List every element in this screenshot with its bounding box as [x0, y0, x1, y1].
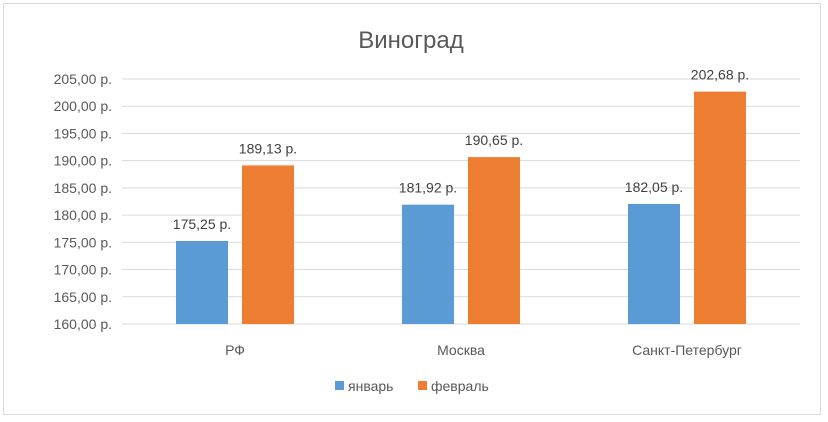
legend-swatch [335, 381, 344, 390]
y-tick-label: 160,00 р. [54, 316, 112, 332]
data-label: 181,92 р. [399, 180, 457, 196]
bar [176, 240, 228, 324]
y-tick-label: 185,00 р. [54, 180, 112, 196]
bar [694, 91, 746, 325]
data-label: 182,05 р. [625, 179, 683, 195]
legend-label: январь [348, 378, 393, 394]
y-tick-label: 195,00 р. [54, 125, 112, 141]
y-tick-label: 205,00 р. [54, 71, 112, 87]
data-label: 189,13 р. [239, 140, 297, 156]
y-tick-label: 170,00 р. [54, 262, 112, 278]
y-tick-label: 190,00 р. [54, 153, 112, 169]
legend: январь февраль [335, 378, 489, 394]
legend-swatch [418, 381, 427, 390]
x-tick-label: РФ [225, 342, 245, 358]
y-tick-label: 175,00 р. [54, 234, 112, 250]
chart-title: Виноград [358, 27, 463, 54]
bars: 175,25 р. 189,13 р. 181,92 р. 190,65 р. 182,… [173, 67, 749, 325]
y-tick-label: 200,00 р. [54, 98, 112, 114]
bar [628, 203, 680, 324]
y-axis-ticks: 160,00 р. 165,00 р. 170,00 р. 175,00 р. 180,… [54, 71, 112, 332]
data-label: 175,25 р. [173, 216, 231, 232]
bar [468, 157, 520, 324]
gridlines [122, 78, 800, 325]
x-tick-label: Москва [437, 342, 485, 358]
y-tick-label: 165,00 р. [54, 289, 112, 305]
legend-label: февраль [431, 378, 489, 394]
x-axis-ticks: РФ Москва Санкт-Петербург [225, 342, 742, 358]
bar [402, 204, 454, 324]
data-label: 202,68 р. [691, 67, 749, 83]
x-tick-label: Санкт-Петербург [632, 342, 742, 358]
y-tick-label: 180,00 р. [54, 207, 112, 223]
data-label: 190,65 р. [465, 132, 523, 148]
bar [242, 165, 294, 324]
